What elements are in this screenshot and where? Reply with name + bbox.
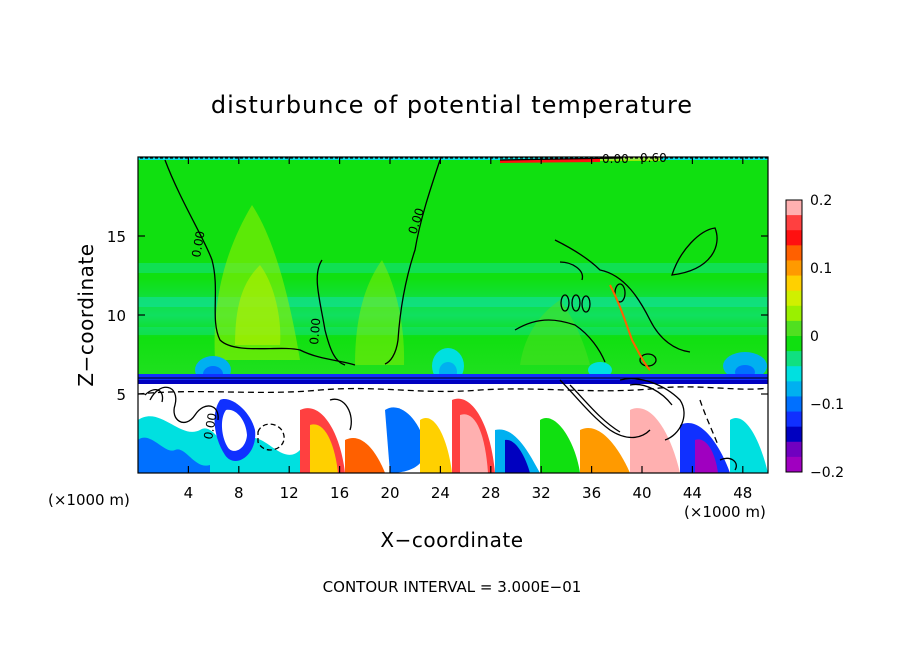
colorbar-swatch <box>786 381 802 397</box>
heatmap-field <box>138 157 768 473</box>
colorbar-swatch <box>786 441 802 458</box>
x-unit-left: (×1000 m) <box>48 491 130 509</box>
colorbar <box>785 199 803 473</box>
colorbar-swatch <box>786 305 802 322</box>
colorbar-tick-label: −0.1 <box>810 397 844 413</box>
contour-label: 0.60 <box>640 151 667 165</box>
colorbar-swatch <box>786 426 802 443</box>
contour-interval-note: CONTOUR INTERVAL = 3.000E−01 <box>323 578 582 596</box>
contour-label: 0.00 <box>307 317 323 345</box>
x-tick-label: 24 <box>431 484 450 502</box>
contour-label-group: 0.00 0.00 0.00 0.00 0.00 0.60 <box>189 151 667 441</box>
colorbar-swatch <box>786 351 802 367</box>
x-unit-right: (×1000 m) <box>684 503 766 521</box>
colorbar-swatch <box>786 411 802 428</box>
x-tick-label: 28 <box>481 484 500 502</box>
colorbar-frame <box>785 199 803 473</box>
colorbar-swatch <box>786 230 802 246</box>
x-tick-label: 36 <box>582 484 601 502</box>
colorbar-swatch <box>786 215 802 231</box>
x-tick-label: 16 <box>330 484 349 502</box>
contour-label: 0.00 <box>189 230 207 259</box>
colorbar-swatch <box>786 245 802 261</box>
x-tick-label: 20 <box>380 484 399 502</box>
y-tick-label: 5 <box>116 386 126 404</box>
x-tick-label: 48 <box>733 484 752 502</box>
contour-label: 0.00 <box>602 152 629 166</box>
colorbar-swatch <box>786 456 802 473</box>
contour-label: 0.00 <box>201 412 219 441</box>
x-tick-label: 32 <box>532 484 551 502</box>
x-tick-label: 4 <box>184 484 194 502</box>
colorbar-swatch <box>786 396 802 413</box>
colorbar-swatch <box>786 260 802 277</box>
colorbar-tick-label: 0.2 <box>810 193 832 209</box>
x-axis: 4 8 12 16 20 24 28 32 36 40 44 48 <box>184 157 752 502</box>
x-tick-label: 44 <box>683 484 702 502</box>
contour-lines <box>138 157 768 471</box>
colorbar-swatch <box>786 290 802 307</box>
y-axis: 5 10 15 <box>107 228 768 404</box>
x-axis-title: X−coordinate <box>380 528 523 552</box>
x-tick-label: 8 <box>234 484 244 502</box>
y-tick-label: 10 <box>107 307 126 325</box>
colorbar-swatch <box>786 336 802 352</box>
colorbar-swatch <box>786 320 802 337</box>
x-tick-label: 40 <box>632 484 651 502</box>
y-axis-title: Z−coordinate <box>74 243 98 386</box>
colorbar-ticks: 0.2 0.1 0 −0.1 −0.2 <box>810 193 844 481</box>
colorbar-tick-label: −0.2 <box>810 465 844 481</box>
colorbar-swatch <box>786 275 802 292</box>
chart-title: disturbunce of potential temperature <box>211 91 693 119</box>
colorbar-swatch <box>786 200 802 216</box>
x-tick-label: 12 <box>280 484 299 502</box>
colorbar-swatch <box>786 366 802 382</box>
colorbar-tick-label: 0.1 <box>810 261 832 277</box>
y-tick-label: 15 <box>107 228 126 246</box>
colorbar-tick-label: 0 <box>810 329 819 345</box>
